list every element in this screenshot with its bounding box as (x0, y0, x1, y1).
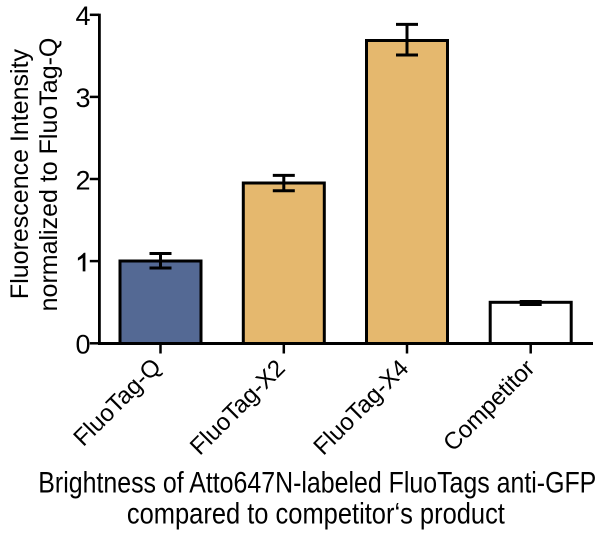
svg-text:normalized to FluoTag-Q: normalized to FluoTag-Q (35, 38, 63, 312)
svg-text:4: 4 (75, 1, 90, 31)
svg-text:3: 3 (75, 83, 90, 113)
svg-text:0: 0 (75, 330, 90, 360)
svg-text:FluoTag-Q: FluoTag-Q (68, 353, 166, 451)
svg-text:compared to competitor‘s produ: compared to competitor‘s product (127, 497, 505, 530)
svg-text:Competitor: Competitor (438, 355, 540, 457)
svg-text:Brightness of Atto647N-labeled: Brightness of Atto647N-labeled FluoTags … (38, 466, 596, 499)
svg-text:FluoTag-X4: FluoTag-X4 (308, 355, 414, 461)
svg-text:2: 2 (75, 165, 90, 195)
svg-text:Fluorescence Intensity: Fluorescence Intensity (6, 48, 34, 299)
svg-text:FluoTag-X2: FluoTag-X2 (185, 355, 291, 461)
